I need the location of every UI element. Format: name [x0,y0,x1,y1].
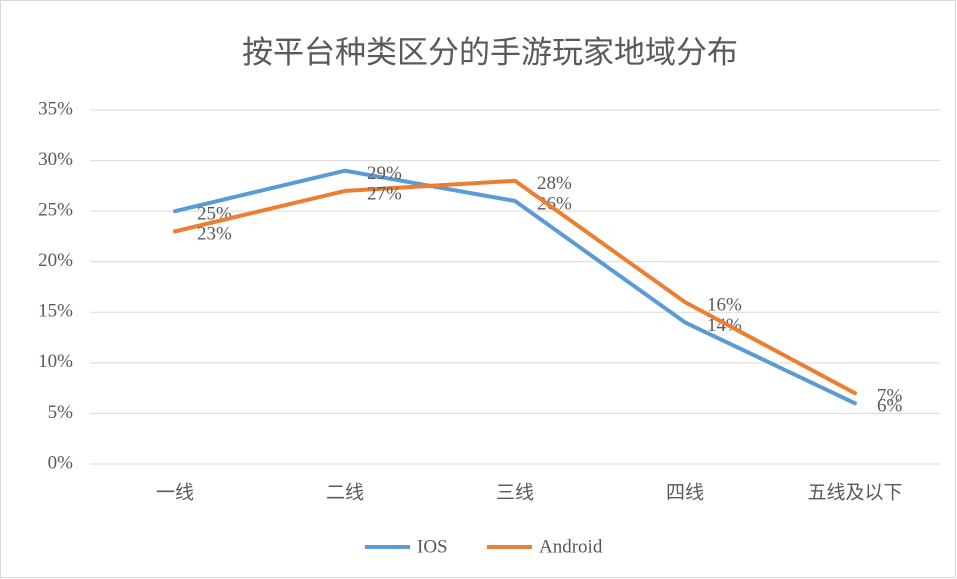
x-tick-label: 五线及以下 [807,481,902,503]
data-label: 23% [197,224,232,245]
series-line [173,168,857,406]
x-tick-label: 四线 [666,481,704,503]
data-label: 16% [707,295,742,316]
x-tick-label: 三线 [496,481,534,503]
data-label: 29% [367,163,402,184]
y-tick-label: 20% [38,250,73,271]
data-label: 28% [537,173,572,194]
data-label: 27% [367,183,402,204]
y-tick-label: 35% [38,98,73,119]
data-label: 7% [877,386,903,407]
y-tick-label: 5% [48,402,74,423]
y-tick-label: 10% [38,351,73,372]
y-tick-label: 30% [38,149,73,170]
x-tick-label: 一线 [156,481,194,503]
series-line [173,178,857,396]
y-tick-label: 15% [38,301,73,322]
legend-label: Android [539,536,603,557]
chart-title: 按平台种类区分的手游玩家地域分布 [242,35,738,70]
data-label: 26% [537,193,572,214]
x-tick-label: 二线 [326,481,364,503]
legend-label: IOS [417,536,448,557]
data-label: 6% [877,396,903,417]
y-tick-label: 25% [38,200,73,221]
y-tick-label: 0% [48,452,74,473]
